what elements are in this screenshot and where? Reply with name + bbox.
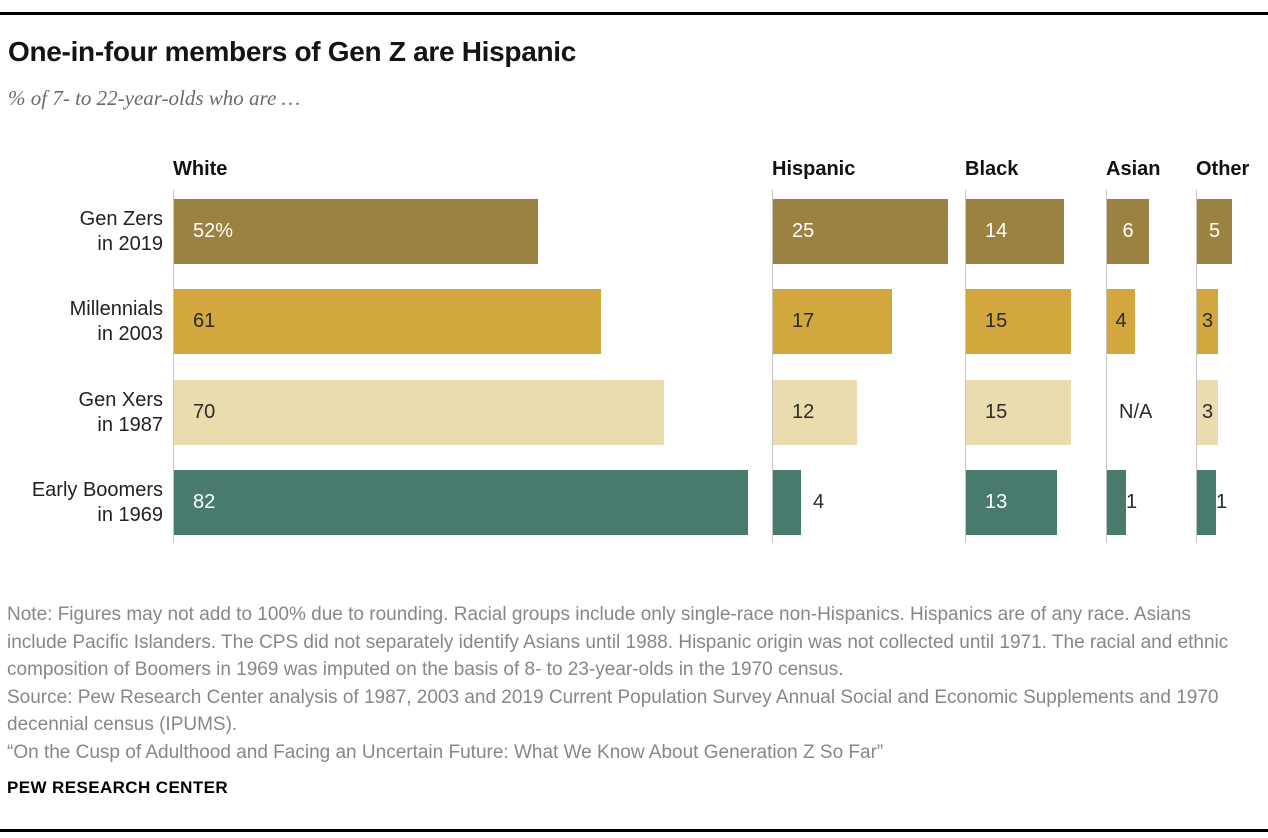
row-label-line: Gen Zers [79, 207, 163, 230]
axis-line-black [965, 190, 966, 543]
bar-hispanic-row2: 12 [773, 380, 857, 445]
value-label: 6 [1122, 220, 1134, 242]
bar-white-row1: 61 [174, 289, 601, 354]
value-label: 12 [792, 401, 815, 423]
row-label-line: in 2003 [97, 322, 163, 345]
row-label-early-boomers: Early Boomers in 1969 [0, 470, 163, 535]
column-header-hispanic: Hispanic [772, 158, 856, 180]
value-label: 25 [792, 220, 815, 242]
axis-line-asian [1106, 190, 1107, 543]
value-label: 52% [193, 220, 234, 242]
bar-asian-row1: 4 [1107, 289, 1135, 354]
column-header-white: White [173, 158, 228, 180]
row-label-line: Early Boomers [31, 478, 163, 501]
brand-wordmark: PEW RESEARCH CENTER [7, 778, 229, 797]
value-label: 1 [1216, 491, 1228, 513]
row-label-gen-zers: Gen Zers in 2019 [0, 199, 163, 264]
bar-white-row3: 82 [174, 470, 748, 535]
row-label-line: in 2019 [97, 232, 163, 255]
value-label: 4 [1115, 310, 1127, 332]
footnotes: Note: Figures may not add to 100% due to… [7, 601, 1250, 766]
bar-white-row2: 70 [174, 380, 664, 445]
bar-black-row0: 14 [966, 199, 1064, 264]
bar-white-row0: 52% [174, 199, 538, 264]
row-label-line: Millennials [69, 297, 163, 320]
bar-other-row0: 5 [1197, 199, 1232, 264]
value-label: 3 [1201, 401, 1214, 423]
value-label: 4 [813, 491, 825, 513]
value-label: 3 [1201, 310, 1214, 332]
bottom-divider [0, 829, 1268, 832]
row-label-line: Gen Xers [78, 388, 163, 411]
value-label: 82 [193, 491, 216, 513]
page-title: One-in-four members of Gen Z are Hispani… [8, 36, 577, 67]
value-label: 14 [985, 220, 1008, 242]
value-label-na-asian: N/A [1119, 401, 1153, 423]
report-title-text: “On the Cusp of Adulthood and Facing an … [7, 741, 884, 763]
column-header-black: Black [965, 158, 1019, 180]
bar-hispanic-row0: 25 [773, 199, 948, 264]
axis-line-white [173, 190, 174, 543]
bar-black-row3: 13 [966, 470, 1057, 535]
bar-black-row1: 15 [966, 289, 1071, 354]
value-label: 1 [1126, 491, 1138, 513]
value-label: 15 [985, 401, 1008, 423]
bar-other-row3 [1197, 470, 1216, 535]
note-text: Note: Figures may not add to 100% due to… [7, 604, 1229, 680]
value-label: 13 [985, 491, 1008, 513]
bar-asian-row0: 6 [1107, 199, 1149, 264]
row-label-line: in 1987 [97, 413, 163, 436]
value-label: 17 [792, 310, 815, 332]
top-divider [0, 12, 1268, 15]
bar-asian-row3 [1107, 470, 1126, 535]
row-label-gen-xers: Gen Xers in 1987 [0, 380, 163, 445]
value-label: 61 [193, 310, 216, 332]
bar-hispanic-row3 [773, 470, 801, 535]
value-label: 70 [193, 401, 216, 423]
source-text: Source: Pew Research Center analysis of … [7, 686, 1219, 736]
bar-chart: White Hispanic Black Asian Other Gen Zer… [0, 158, 1250, 543]
bar-other-row1: 3 [1197, 289, 1218, 354]
column-header-other: Other [1196, 158, 1250, 180]
bar-other-row2: 3 [1197, 380, 1218, 445]
value-label: 5 [1208, 220, 1221, 242]
row-label-millennials: Millennials in 2003 [0, 289, 163, 354]
value-label: 15 [985, 310, 1008, 332]
axis-line-hispanic [772, 190, 773, 543]
column-header-asian: Asian [1106, 158, 1161, 180]
bar-black-row2: 15 [966, 380, 1071, 445]
row-label-line: in 1969 [97, 503, 163, 526]
bar-hispanic-row1: 17 [773, 289, 892, 354]
chart-subtitle: % of 7- to 22-year-olds who are … [8, 86, 301, 110]
axis-line-other [1196, 190, 1197, 543]
